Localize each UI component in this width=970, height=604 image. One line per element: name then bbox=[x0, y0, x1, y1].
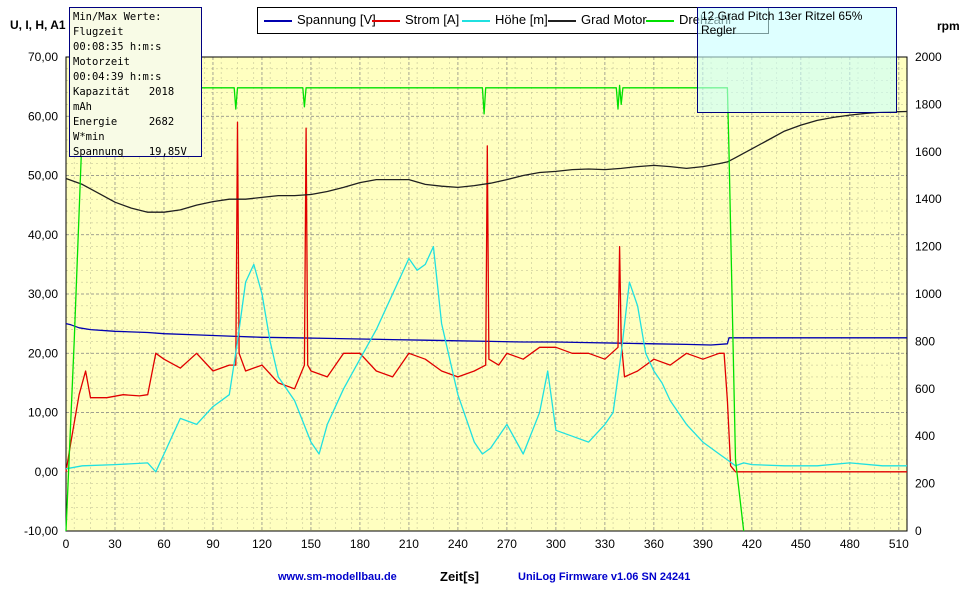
y-tick-label-left: 30,00 bbox=[28, 287, 58, 301]
y-tick-label-right: 1400 bbox=[915, 192, 942, 206]
y-tick-label-left: 50,00 bbox=[28, 169, 58, 183]
info-row: 00:08:35 h:m:s bbox=[73, 41, 162, 53]
x-tick-label: 90 bbox=[206, 537, 220, 551]
x-tick-label: 450 bbox=[791, 537, 811, 551]
info-row: Flugzeit bbox=[73, 26, 124, 38]
legend: Spannung [V] Strom [A] Höhe [m] Grad Mot… bbox=[257, 7, 769, 34]
info-row: Motorzeit bbox=[73, 56, 130, 68]
info-row: Kapazität 2018 bbox=[73, 86, 175, 98]
footer-website: www.sm-modellbau.de bbox=[278, 571, 397, 583]
legend-swatch bbox=[548, 19, 576, 22]
info-row: 00:04:39 h:m:s bbox=[73, 71, 162, 83]
y-tick-label-right: 1200 bbox=[915, 240, 942, 254]
x-tick-label: 330 bbox=[595, 537, 615, 551]
x-tick-label: 360 bbox=[644, 537, 664, 551]
y-tick-label-right: 2000 bbox=[915, 50, 942, 64]
series-line-strom-a bbox=[65, 121, 907, 473]
y-tick-label-right: 400 bbox=[915, 429, 935, 443]
y-tick-label-right: 0 bbox=[915, 524, 922, 538]
info-row: Spannung 19,85V bbox=[73, 146, 187, 158]
legend-item-strom: Strom [A] bbox=[372, 12, 459, 27]
y-tick-label-left: 40,00 bbox=[28, 228, 58, 242]
x-axis-label: Zeit[s] bbox=[440, 569, 479, 584]
legend-swatch bbox=[264, 19, 292, 22]
plot-border bbox=[65, 56, 908, 532]
note-box: 12 Grad Pitch 13er Ritzel 65% Regler bbox=[697, 7, 897, 113]
info-row: Min/Max Werte: bbox=[73, 11, 162, 23]
x-tick-label: 420 bbox=[742, 537, 762, 551]
x-tick-label: 180 bbox=[350, 537, 370, 551]
x-tick-label: 0 bbox=[63, 537, 70, 551]
x-tick-label: 150 bbox=[301, 537, 321, 551]
x-tick-label: 210 bbox=[399, 537, 419, 551]
info-row: W*min bbox=[73, 131, 105, 143]
y-tick-label-right: 600 bbox=[915, 382, 935, 396]
x-tick-label: 120 bbox=[252, 537, 272, 551]
info-row: Energie 2682 bbox=[73, 116, 175, 128]
footer-firmware: UniLog Firmware v1.06 SN 24241 bbox=[518, 571, 691, 583]
series-line-h-he-m bbox=[65, 245, 907, 473]
y-axis-label-left: U, I, H, A1 bbox=[10, 18, 66, 32]
legend-item-spannung: Spannung [V] bbox=[264, 12, 376, 27]
x-tick-label: 240 bbox=[448, 537, 468, 551]
y-tick-label-left: 10,00 bbox=[28, 406, 58, 420]
legend-item-grad-motor: Grad Motor bbox=[548, 12, 647, 27]
x-tick-label: 30 bbox=[108, 537, 122, 551]
x-tick-label: 300 bbox=[546, 537, 566, 551]
y-tick-label-left: 70,00 bbox=[28, 50, 58, 64]
x-tick-label: 480 bbox=[840, 537, 860, 551]
x-tick-label: 510 bbox=[889, 537, 909, 551]
info-box: Min/Max Werte: Flugzeit 00:08:35 h:m:s M… bbox=[69, 7, 202, 158]
y-tick-label-right: 1600 bbox=[915, 145, 942, 159]
series-line-spannung-v bbox=[65, 322, 907, 346]
y-tick-label-left: -10,00 bbox=[24, 524, 58, 538]
y-tick-label-right: 200 bbox=[915, 477, 935, 491]
legend-swatch bbox=[646, 19, 674, 22]
y-tick-label-right: 1000 bbox=[915, 287, 942, 301]
x-tick-label: 270 bbox=[497, 537, 517, 551]
info-row: mAh bbox=[73, 101, 92, 113]
legend-swatch bbox=[372, 19, 400, 22]
y-tick-label-right: 800 bbox=[915, 334, 935, 348]
y-tick-label-left: 60,00 bbox=[28, 109, 58, 123]
y-tick-label-left: 0,00 bbox=[35, 465, 59, 479]
x-tick-label: 60 bbox=[157, 537, 171, 551]
y-tick-label-right: 1800 bbox=[915, 97, 942, 111]
y-axis-label-right: rpm bbox=[937, 19, 960, 33]
y-tick-label-left: 20,00 bbox=[28, 346, 58, 360]
x-tick-label: 390 bbox=[693, 537, 713, 551]
legend-item-hoehe: Höhe [m] bbox=[462, 12, 548, 27]
series-line-grad-motor bbox=[65, 110, 908, 213]
legend-swatch bbox=[462, 19, 490, 22]
